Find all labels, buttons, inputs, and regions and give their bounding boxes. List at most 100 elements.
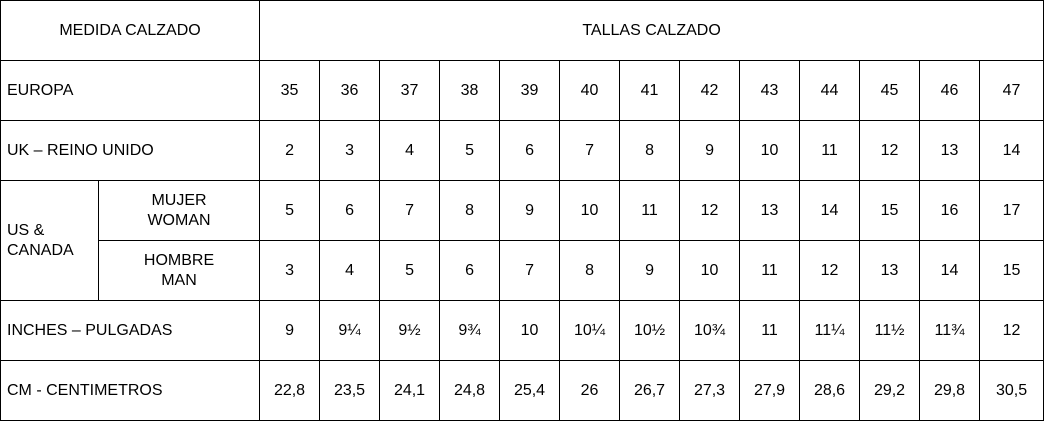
header-row: MEDIDA CALZADO TALLAS CALZADO bbox=[0, 0, 1044, 61]
row-label-women: MUJER WOMAN bbox=[97, 180, 261, 241]
size-cell: 5 bbox=[379, 240, 441, 301]
size-cell: 5 bbox=[439, 120, 501, 181]
size-cell: 14 bbox=[979, 120, 1044, 181]
size-cell: 39 bbox=[499, 60, 561, 121]
size-cell: 47 bbox=[979, 60, 1044, 121]
men-line1: HOMBRE bbox=[143, 251, 215, 269]
size-cell: 10¼ bbox=[559, 300, 621, 361]
size-cell: 4 bbox=[379, 120, 441, 181]
size-cell: 4 bbox=[319, 240, 381, 301]
size-cell: 10½ bbox=[619, 300, 681, 361]
size-cell: 3 bbox=[319, 120, 381, 181]
size-cell: 11 bbox=[739, 240, 801, 301]
row-us-women: US & CANADA MUJER WOMAN 5 6 7 8 9 10 11 12 13 14 1… bbox=[0, 180, 1044, 301]
size-cell: 12 bbox=[679, 180, 741, 241]
size-cell: 15 bbox=[979, 240, 1044, 301]
size-cell: 11¾ bbox=[919, 300, 981, 361]
size-cell: 7 bbox=[379, 180, 441, 241]
size-cell: 10 bbox=[559, 180, 621, 241]
size-cell: 35 bbox=[259, 60, 321, 121]
size-cell: 44 bbox=[799, 60, 861, 121]
size-cell: 17 bbox=[979, 180, 1044, 241]
size-cell: 11½ bbox=[859, 300, 921, 361]
size-cell: 25,4 bbox=[499, 360, 561, 421]
size-cell: 12 bbox=[799, 240, 861, 301]
size-cell: 9 bbox=[679, 120, 741, 181]
row-cm: CM - CENTIMETROS 22,8 23,5 24,1 24,8 25,4 26 2… bbox=[0, 360, 1044, 421]
size-cell: 7 bbox=[559, 120, 621, 181]
size-cell: 40 bbox=[559, 60, 621, 121]
women-line2: WOMAN bbox=[147, 211, 211, 229]
size-cell: 15 bbox=[859, 180, 921, 241]
size-cell: 24,1 bbox=[379, 360, 441, 421]
size-cell: 11 bbox=[619, 180, 681, 241]
size-cell: 10¾ bbox=[679, 300, 741, 361]
size-cell: 8 bbox=[559, 240, 621, 301]
us-canada-line2: CANADA bbox=[7, 241, 74, 259]
size-cell: 23,5 bbox=[319, 360, 381, 421]
size-cell: 26,7 bbox=[619, 360, 681, 421]
size-cell: 13 bbox=[919, 120, 981, 181]
size-cell: 22,8 bbox=[259, 360, 321, 421]
size-cell: 38 bbox=[439, 60, 501, 121]
size-cell: 11 bbox=[799, 120, 861, 181]
size-cell: 13 bbox=[859, 240, 921, 301]
size-cell: 26 bbox=[559, 360, 621, 421]
size-cell: 41 bbox=[619, 60, 681, 121]
size-cell: 30,5 bbox=[979, 360, 1044, 421]
row-label-europa: EUROPA bbox=[0, 60, 261, 121]
size-cell: 11 bbox=[739, 300, 801, 361]
size-cell: 9½ bbox=[379, 300, 441, 361]
size-cell: 9 bbox=[499, 180, 561, 241]
size-cell: 9 bbox=[259, 300, 321, 361]
size-cell: 9 bbox=[619, 240, 681, 301]
size-cell: 11¼ bbox=[799, 300, 861, 361]
row-us-men: HOMBRE MAN 3 4 5 6 7 8 9 10 11 12 13 14 15 bbox=[1, 240, 1044, 301]
size-cell: 10 bbox=[739, 120, 801, 181]
size-cell: 10 bbox=[499, 300, 561, 361]
size-cell: 3 bbox=[259, 240, 321, 301]
row-label-inches: INCHES – PULGADAS bbox=[0, 300, 261, 361]
header-measure-cell: MEDIDA CALZADO bbox=[0, 0, 261, 61]
size-cell: 37 bbox=[379, 60, 441, 121]
size-cell: 43 bbox=[739, 60, 801, 121]
size-cell: 29,2 bbox=[859, 360, 921, 421]
size-cell: 28,6 bbox=[799, 360, 861, 421]
header-sizes-cell: TALLAS CALZADO bbox=[259, 0, 1044, 61]
size-cell: 12 bbox=[979, 300, 1044, 361]
size-cell: 9¼ bbox=[319, 300, 381, 361]
size-cell: 8 bbox=[619, 120, 681, 181]
size-cell: 24,8 bbox=[439, 360, 501, 421]
size-cell: 8 bbox=[439, 180, 501, 241]
row-europa: EUROPA 35 36 37 38 39 40 41 42 43 44 45 46 47 bbox=[0, 60, 1044, 121]
size-cell: 2 bbox=[259, 120, 321, 181]
size-cell: 42 bbox=[679, 60, 741, 121]
row-label-uk: UK – REINO UNIDO bbox=[0, 120, 261, 181]
size-cell: 14 bbox=[919, 240, 981, 301]
men-line2: MAN bbox=[161, 271, 197, 289]
size-cell: 16 bbox=[919, 180, 981, 241]
row-inches: INCHES – PULGADAS 9 9¼ 9½ 9¾ 10 10¼ 10½ 10¾ 11 11… bbox=[0, 300, 1044, 361]
row-label-cm: CM - CENTIMETROS bbox=[0, 360, 261, 421]
size-cell: 10 bbox=[679, 240, 741, 301]
size-cell: 46 bbox=[919, 60, 981, 121]
size-cell: 12 bbox=[859, 120, 921, 181]
size-cell: 29,8 bbox=[919, 360, 981, 421]
row-label-men: HOMBRE MAN bbox=[97, 240, 261, 301]
size-cell: 45 bbox=[859, 60, 921, 121]
women-line1: MUJER bbox=[151, 191, 207, 209]
size-cell: 14 bbox=[799, 180, 861, 241]
us-canada-line1: US & bbox=[7, 221, 45, 239]
size-cell: 6 bbox=[319, 180, 381, 241]
size-cell: 27,3 bbox=[679, 360, 741, 421]
size-cell: 5 bbox=[259, 180, 321, 241]
size-cell: 9¾ bbox=[439, 300, 501, 361]
row-label-us-canada: US & CANADA bbox=[0, 180, 99, 301]
size-cell: 7 bbox=[499, 240, 561, 301]
size-cell: 13 bbox=[739, 180, 801, 241]
size-cell: 6 bbox=[439, 240, 501, 301]
size-cell: 36 bbox=[319, 60, 381, 121]
row-uk: UK – REINO UNIDO 2 3 4 5 6 7 8 9 10 11 12 13 14 bbox=[0, 120, 1044, 181]
size-cell: 6 bbox=[499, 120, 561, 181]
